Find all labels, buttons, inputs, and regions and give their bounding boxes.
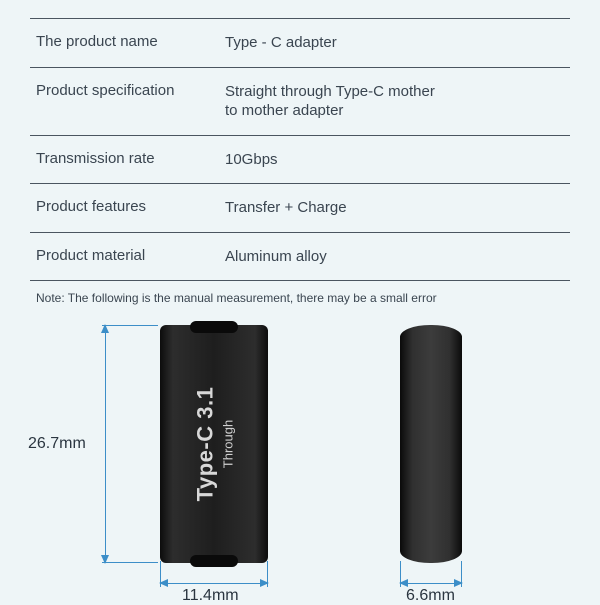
spec-table: The product name Type - C adapter Produc… <box>30 18 570 281</box>
usb-c-port-icon <box>190 321 238 333</box>
adapter-label-main: Type-C 3.1 <box>193 387 219 502</box>
dim-tick <box>102 562 158 563</box>
spec-value: Straight through Type-C mother to mother… <box>225 82 570 121</box>
spec-label: Product specification <box>30 82 225 121</box>
spec-value: Aluminum alloy <box>225 247 570 267</box>
spec-label: Transmission rate <box>30 150 225 170</box>
adapter-printed-label: Type-C 3.1 Through <box>193 387 236 502</box>
usb-c-port-icon <box>190 555 238 567</box>
dimension-label-width-front: 11.4mm <box>182 587 239 605</box>
spec-value: 10Gbps <box>225 150 570 170</box>
adapter-front-view: Type-C 3.1 Through <box>160 325 268 563</box>
dimension-diagram: 26.7mm Type-C 3.1 Through 11.4mm 6.6mm <box>30 325 570 605</box>
spec-label: Product features <box>30 198 225 218</box>
dimension-label-height: 26.7mm <box>28 435 86 453</box>
spec-row: The product name Type - C adapter <box>30 18 570 68</box>
spec-value: Transfer + Charge <box>225 198 570 218</box>
spec-row: Product specification Straight through T… <box>30 68 570 136</box>
spec-label: The product name <box>30 33 225 53</box>
measurement-note: Note: The following is the manual measur… <box>30 291 570 305</box>
dimension-label-width-side: 6.6mm <box>406 587 455 605</box>
dimension-line-width-front <box>160 583 268 584</box>
dimension-line-height <box>105 325 106 563</box>
spec-row: Transmission rate 10Gbps <box>30 136 570 185</box>
spec-value: Type - C adapter <box>225 33 570 53</box>
spec-row: Product material Aluminum alloy <box>30 233 570 282</box>
spec-row: Product features Transfer + Charge <box>30 184 570 233</box>
adapter-side-view <box>400 325 462 563</box>
adapter-label-sub: Through <box>221 387 236 502</box>
dim-tick <box>102 325 158 326</box>
dimension-line-width-side <box>400 583 462 584</box>
spec-label: Product material <box>30 247 225 267</box>
